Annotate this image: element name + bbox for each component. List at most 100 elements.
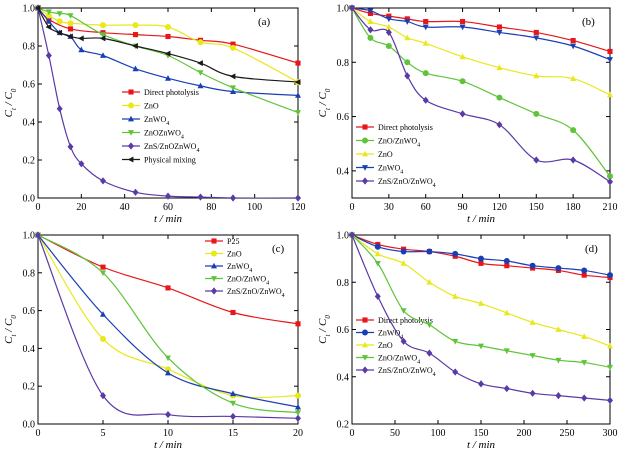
- data-point: [229, 73, 236, 80]
- legend-label: ZnWO4: [144, 115, 169, 127]
- legend-marker: [362, 124, 368, 130]
- legend-label: ZnO: [144, 102, 159, 111]
- data-point: [100, 392, 106, 400]
- series-line: [38, 8, 298, 114]
- y-axis-label: Ct / C0: [317, 315, 332, 344]
- data-point: [78, 35, 84, 42]
- data-point: [533, 72, 540, 79]
- y-tick-label: 0.0: [23, 194, 36, 205]
- x-tick-label: 60: [421, 202, 431, 213]
- data-point: [478, 255, 484, 262]
- y-tick-label: 1.0: [23, 4, 36, 15]
- data-point: [165, 369, 171, 376]
- data-point: [460, 19, 466, 25]
- legend-marker: [128, 89, 134, 95]
- x-tick-label: 80: [206, 202, 216, 213]
- series-line: [352, 8, 610, 183]
- data-point: [426, 322, 433, 329]
- y-tick-label: 0.6: [23, 306, 36, 317]
- data-point: [503, 309, 510, 316]
- data-point: [607, 57, 613, 63]
- legend-label: ZnWO4: [378, 164, 403, 176]
- y-tick-label: 0.2: [337, 420, 350, 431]
- data-point: [581, 394, 588, 402]
- data-point: [78, 46, 85, 53]
- data-point: [56, 18, 63, 25]
- data-point: [56, 11, 63, 17]
- data-point: [132, 188, 139, 196]
- data-point: [230, 41, 236, 47]
- legend-marker: [362, 341, 368, 348]
- legend-marker: [128, 102, 134, 109]
- data-point: [607, 48, 613, 54]
- data-point: [367, 34, 374, 41]
- panel-label: (a): [258, 16, 271, 28]
- data-point: [422, 39, 429, 46]
- legend-label: Direct photolysis: [378, 123, 433, 132]
- data-point: [45, 9, 52, 16]
- x-axis-label: t / min: [154, 439, 183, 451]
- data-point: [404, 16, 410, 22]
- data-point: [400, 260, 407, 266]
- series-line: [38, 8, 298, 83]
- legend-marker: [362, 137, 368, 144]
- data-point: [452, 293, 459, 299]
- panel-label: (b): [582, 16, 595, 28]
- data-point: [459, 110, 466, 118]
- data-point: [385, 28, 392, 37]
- data-point: [404, 34, 411, 41]
- data-point: [496, 94, 503, 101]
- legend-label: ZnO/ZnWO4: [378, 137, 420, 149]
- data-point: [99, 35, 106, 42]
- data-point: [607, 364, 613, 371]
- x-tick-label: 10: [163, 428, 173, 439]
- data-point: [132, 32, 139, 38]
- data-point: [581, 272, 587, 278]
- data-point: [367, 8, 374, 15]
- data-point: [230, 194, 236, 202]
- series-line: [38, 235, 298, 408]
- data-point: [132, 65, 139, 72]
- data-point: [165, 192, 171, 200]
- y-tick-label: 0.2: [23, 382, 36, 393]
- data-point: [533, 110, 540, 117]
- data-point: [230, 85, 236, 92]
- data-point: [100, 52, 106, 58]
- y-tick-label: 0.4: [23, 344, 36, 355]
- panel-label: (d): [585, 243, 598, 255]
- data-point: [165, 24, 171, 30]
- y-tick-label: 1.0: [23, 231, 36, 242]
- y-axis-label: Ct / C0: [3, 88, 18, 117]
- data-point: [67, 26, 74, 32]
- x-tick-label: 15: [228, 428, 238, 439]
- data-point: [581, 267, 588, 274]
- data-point: [349, 231, 355, 239]
- x-tick-label: 60: [163, 202, 173, 213]
- data-point: [400, 337, 407, 345]
- legend-label: ZnWO4: [378, 329, 403, 341]
- y-axis-label: Ct / C0: [317, 88, 332, 117]
- data-point: [529, 389, 536, 397]
- data-point: [478, 380, 484, 388]
- data-point: [100, 335, 106, 342]
- x-tick-label: 20: [293, 428, 303, 439]
- data-point: [570, 75, 577, 81]
- data-point: [295, 321, 301, 327]
- y-tick-label: 0.4: [337, 166, 350, 177]
- data-point: [295, 410, 301, 416]
- data-point: [35, 231, 41, 239]
- data-point: [555, 392, 562, 400]
- legend-label: ZnOZnWO4: [144, 129, 184, 141]
- x-tick-label: 100: [431, 428, 446, 439]
- data-point: [533, 35, 540, 42]
- legend-label: ZnO: [378, 341, 393, 350]
- data-point: [459, 78, 466, 85]
- y-tick-label: 1.0: [337, 231, 350, 242]
- data-point: [165, 285, 171, 291]
- y-tick-label: 0.4: [337, 372, 350, 383]
- data-point: [165, 75, 171, 81]
- data-point: [165, 410, 171, 419]
- legend-label: ZnS/ZnO/ZnWO4: [227, 287, 285, 299]
- data-point: [496, 30, 503, 36]
- data-point: [349, 4, 355, 12]
